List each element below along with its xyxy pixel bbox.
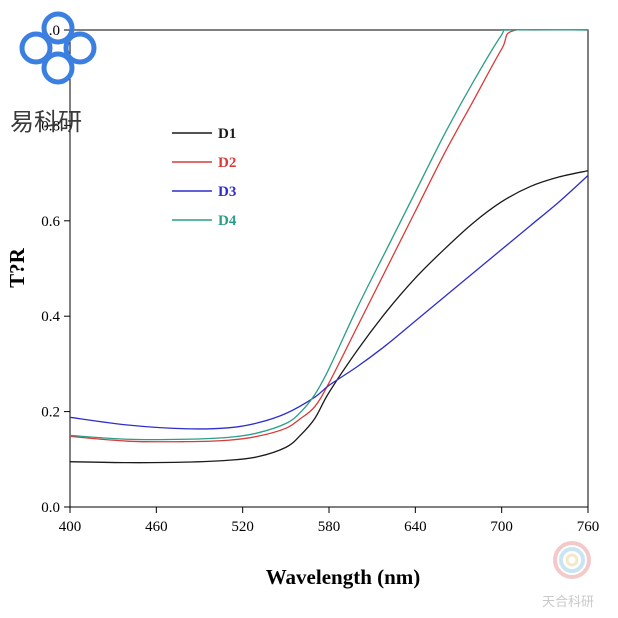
legend-label-d4: D4 xyxy=(218,213,237,229)
series-line-d1 xyxy=(70,170,588,464)
x-tick-label: 520 xyxy=(231,519,254,535)
x-tick-label: 700 xyxy=(490,519,513,535)
swirl-icon xyxy=(553,541,591,579)
legend-label-d3: D3 xyxy=(218,184,236,200)
series-line-d2 xyxy=(70,30,588,443)
y-tick-label: 0.4 xyxy=(41,309,60,325)
legend-label-d2: D2 xyxy=(218,155,236,171)
series-line-d4 xyxy=(70,30,588,441)
x-tick-label: 760 xyxy=(577,519,600,535)
x-axis-title: Wavelength (nm) xyxy=(266,565,421,589)
corner-watermark: 天合科研 xyxy=(542,541,594,610)
x-tick-label: 580 xyxy=(318,519,341,535)
y-tick-label: 0.6 xyxy=(41,214,60,230)
plot-frame xyxy=(69,29,589,508)
series-lines xyxy=(70,30,588,464)
y-tick-label: 0.2 xyxy=(41,405,60,421)
y-tick-label: 0.0 xyxy=(41,500,60,516)
logo-text: 易科研 xyxy=(10,108,82,136)
logo-icon xyxy=(19,11,97,85)
legend: D1 D2 D3 D4 xyxy=(172,126,237,229)
x-tick-label: 460 xyxy=(145,519,168,535)
x-tick-label: 640 xyxy=(404,519,427,535)
logo-watermark: 易科研 xyxy=(10,11,97,136)
series-line-d3 xyxy=(70,175,588,430)
x-tick-label: 400 xyxy=(59,519,82,535)
corner-text: 天合科研 xyxy=(542,595,594,610)
legend-label-d1: D1 xyxy=(218,126,236,142)
y-axis-title: T?R xyxy=(5,247,29,288)
y-tick-label: 0.8 xyxy=(41,118,60,134)
